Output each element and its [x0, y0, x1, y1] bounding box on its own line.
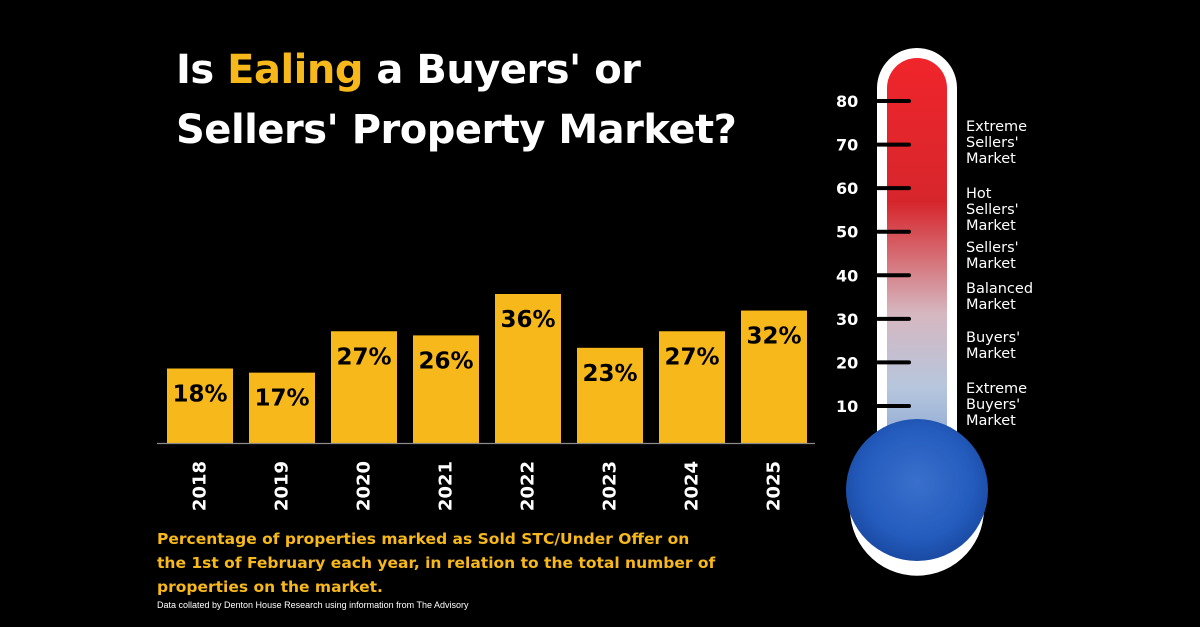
- x-tick-label-2024: 2024: [682, 461, 703, 511]
- zone-label-3-line-0: Balanced: [966, 281, 1033, 297]
- zone-label-1-line-2: Market: [966, 218, 1016, 234]
- source-note: Data collated by Denton House Research u…: [157, 600, 469, 610]
- data-label-2018: 18%: [172, 382, 227, 408]
- thermometer-tick-label-20: 20: [836, 353, 858, 372]
- bar-2020: [331, 331, 397, 443]
- x-tick-label-2022: 2022: [518, 461, 539, 511]
- thermometer-tick-label-40: 40: [836, 266, 858, 285]
- bar-2021: [413, 335, 479, 443]
- zone-label-0-line-2: Market: [966, 151, 1016, 167]
- thermometer-tick-label-50: 50: [836, 223, 858, 242]
- thermometer-tick-label-30: 30: [836, 310, 858, 329]
- zone-label-1-line-1: Sellers': [966, 202, 1019, 218]
- zone-label-5-line-1: Buyers': [966, 397, 1020, 413]
- thermometer-tick-label-10: 10: [836, 397, 858, 416]
- data-label-2020: 27%: [336, 344, 391, 370]
- x-tick-label-2021: 2021: [436, 461, 457, 511]
- data-label-2024: 27%: [664, 344, 719, 370]
- zone-label-5-line-0: Extreme: [966, 381, 1027, 397]
- zone-label-2-line-1: Market: [966, 256, 1016, 272]
- thermometer-tick-label-60: 60: [836, 179, 858, 198]
- thermometer-tick-label-80: 80: [836, 92, 858, 111]
- title-part-2: a Buyers' or Sellers' Property Market?: [176, 47, 737, 153]
- thermometer-tube: [887, 58, 947, 470]
- page-title: Is Ealing a Buyers' or Sellers' Property…: [176, 40, 796, 160]
- x-tick-label-2018: 2018: [190, 461, 211, 511]
- bar-2018: [167, 368, 233, 443]
- bar-2022: [495, 294, 561, 443]
- bar-2024: [659, 331, 725, 443]
- data-label-2019: 17%: [254, 386, 309, 412]
- thermometer-neck: [887, 430, 947, 480]
- x-tick-label-2020: 2020: [354, 461, 375, 511]
- thermometer-tick-label-70: 70: [836, 136, 858, 155]
- bar-2025: [741, 310, 807, 443]
- x-tick-label-2019: 2019: [272, 461, 293, 511]
- zone-label-4-line-1: Market: [966, 346, 1016, 362]
- data-label-2025: 32%: [746, 324, 801, 350]
- zone-label-4-line-0: Buyers': [966, 330, 1020, 346]
- bar-chart: 18% 2018 17% 2019 27% 2020 26% 2021 36% 2022 23% 20…: [157, 294, 815, 511]
- bar-2023: [577, 347, 643, 443]
- title-part-1: Is: [176, 47, 228, 93]
- data-label-2023: 23%: [582, 361, 637, 387]
- zone-label-0-line-1: Sellers': [966, 135, 1019, 151]
- x-tick-label-2023: 2023: [600, 461, 621, 511]
- zone-label-2-line-0: Sellers': [966, 240, 1019, 256]
- thermometer-outline: [850, 48, 984, 576]
- zone-label-5-line-2: Market: [966, 413, 1016, 429]
- x-tick-label-2025: 2025: [764, 461, 785, 511]
- zone-label-0-line-0: Extreme: [966, 119, 1027, 135]
- data-label-2021: 26%: [418, 348, 473, 374]
- title-highlight-location: Ealing: [227, 47, 363, 93]
- zone-label-3-line-1: Market: [966, 297, 1016, 313]
- data-label-2022: 36%: [500, 307, 555, 333]
- thermometer-bulb: [846, 419, 988, 561]
- chart-caption: Percentage of properties marked as Sold …: [157, 530, 716, 596]
- bar-2019: [249, 372, 315, 443]
- zone-label-1-line-0: Hot: [966, 186, 992, 202]
